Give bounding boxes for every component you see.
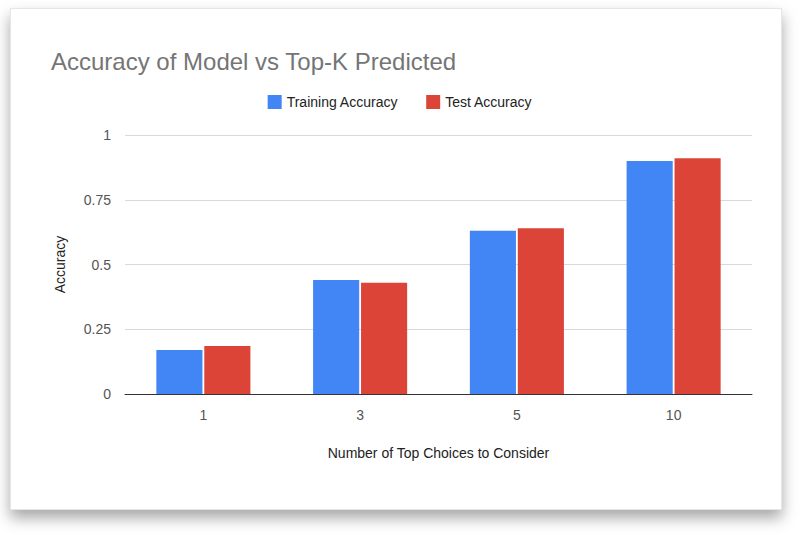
svg-text:Number of Top Choices to Consi: Number of Top Choices to Consider [328, 445, 550, 461]
svg-text:Test Accuracy: Test Accuracy [445, 94, 531, 110]
svg-text:0: 0 [103, 386, 111, 402]
svg-text:1: 1 [103, 127, 111, 143]
svg-text:0.75: 0.75 [84, 192, 111, 208]
svg-text:1: 1 [199, 407, 207, 423]
svg-text:Training Accuracy: Training Accuracy [287, 94, 398, 110]
svg-text:0.25: 0.25 [84, 321, 111, 337]
svg-text:0.5: 0.5 [92, 257, 112, 273]
svg-text:Accuracy of Model vs Top-K Pre: Accuracy of Model vs Top-K Predicted [51, 48, 456, 75]
svg-text:3: 3 [356, 407, 364, 423]
svg-text:Accuracy: Accuracy [52, 236, 68, 294]
svg-text:10: 10 [666, 407, 682, 423]
svg-text:5: 5 [513, 407, 521, 423]
